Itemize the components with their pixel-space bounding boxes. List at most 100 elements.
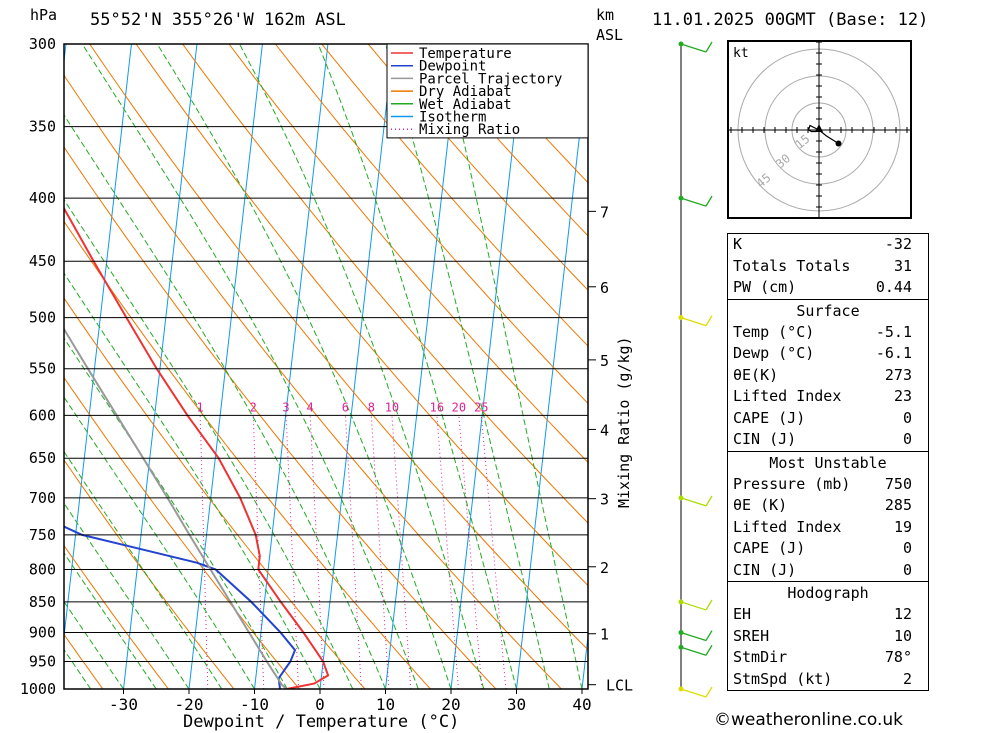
legend-entry-label: Dewpoint [419,59,486,75]
pressure-tick-label: 1000 [20,680,56,698]
wind-barb-dot [678,599,684,605]
pressure-tick-label: 350 [29,118,56,136]
wind-barb-flag [705,315,713,326]
x-tick-label: -30 [109,695,138,714]
index-label: StmDir [733,648,788,666]
pressure-tick-label: 800 [29,560,56,578]
location-label: 55°52'N 355°26'W 162m ASL [90,10,346,30]
pressure-tick-label: 450 [29,252,56,270]
mixing-ratio-line [370,415,390,689]
hodograph-ring-label: 30 [773,151,793,171]
index-row: θE(K) 273 [728,365,928,387]
legend-box [386,43,589,139]
height-unit-bottom: ASL [596,26,623,44]
pressure-tick-label: 750 [29,526,56,544]
wind-barb-dot [678,630,684,636]
x-tick-label: -10 [240,695,269,714]
wind-barb-dot [678,686,684,692]
hodograph-trace [807,124,839,145]
isotherm-line [188,44,263,689]
wind-barb-staff [680,631,707,642]
pressure-tick-label: 900 [29,624,56,642]
height-unit-top: km [596,6,614,24]
index-value: -32 [884,235,912,253]
index-row: CAPE (J) 0 [728,538,928,560]
hodograph-ring-label: 45 [754,171,774,191]
wind-barb-flag [705,599,713,611]
mixing-ratio-tick-label: 1 [197,400,204,414]
index-row: CIN (J) 0 [728,560,928,582]
index-row: Lifted Index 19 [728,517,928,539]
index-label: Lifted Index [733,387,842,405]
hodograph-panel: kt 15 30 45 [727,40,912,219]
hodograph-ring-label: 15 [792,132,812,152]
hodograph-storm-point [835,140,842,147]
x-axis-label: Dewpoint / Temperature (°C) [183,712,459,732]
mixing-ratio-line [391,415,412,689]
x-tick-label: 30 [507,695,526,714]
pressure-tick-label: 300 [29,35,56,53]
wind-barb-dot [678,195,684,201]
hodograph-unit: kt [733,46,749,61]
wind-barb-dot [678,315,684,321]
index-value: 750 [884,474,912,493]
wet-adiabat-line [239,44,485,689]
mixing-ratio-tick-label: 20 [452,400,466,414]
index-row: PW (cm) 0.44 [728,277,928,299]
x-tick-label: 0 [315,695,325,714]
index-row: Pressure (mb) 750 [728,474,928,496]
pressure-tick-label: 950 [29,653,56,671]
hodograph-storm-motion-marker [815,124,823,132]
height-tick-label: 4 [600,421,609,439]
index-value: 78° [884,648,912,666]
mixing-ratio-line [285,415,299,689]
x-tick-label: 10 [376,695,395,714]
index-label: PW (cm) [733,278,797,296]
series-parcel-trajectory [64,327,288,689]
wind-barb-flag [705,41,713,53]
wet-adiabat-line [64,272,321,689]
index-value: 0 [902,539,912,557]
x-tick-label: -20 [175,695,204,714]
isotherm-line [319,44,394,689]
legend-entry-label: Parcel Trajectory [419,71,562,87]
indices-top: K -32 Totals Totals 31 PW (cm) 0.44 [728,234,928,299]
mixing-ratio-line [458,415,483,689]
height-tick-label: 3 [600,491,609,509]
mixing-ratio-line [344,415,362,689]
index-label: Lifted Index [733,517,842,536]
index-label: SREH [733,626,770,645]
wind-barb-staff [680,646,707,656]
legend-entry-label: Wet Adiabat [419,97,512,113]
index-row: Temp (°C) -5.1 [728,322,928,344]
wind-barb-dot [678,41,684,47]
index-label: Totals Totals [733,256,851,275]
pressure-tick-label: 650 [29,449,56,467]
wind-barb-staff [680,197,707,207]
series-temperature [64,206,330,689]
index-row: Lifted Index 23 [728,386,928,408]
height-tick-label: 2 [600,559,609,577]
height-tick-label: 1 [600,626,609,644]
valid-time-label: 11.01.2025 00GMT (Base: 12) [652,10,928,30]
pressure-tick-label: 600 [29,406,56,424]
dry-adiabat-line [321,44,588,347]
index-row: Dewp (°C) -6.1 [728,343,928,365]
index-label: CAPE (J) [733,539,806,557]
index-value: 12 [893,605,912,623]
isotherm-line [450,44,525,689]
wind-barb-flag [705,195,713,207]
plot-series [64,206,330,689]
mixing-ratio-tick-label: 8 [368,400,375,414]
index-value: 2 [902,669,912,688]
legend-entry-label: Dry Adiabat [419,84,512,100]
index-label: EH [733,605,752,623]
index-value: -5.1 [875,322,912,341]
wind-barb-flag [705,630,713,641]
plot-area [64,44,588,689]
index-row: θE (K) 285 [728,495,928,517]
index-label: Pressure (mb) [733,474,851,493]
height-tick-label: 7 [600,203,609,221]
mixing-ratio-line [199,415,209,689]
